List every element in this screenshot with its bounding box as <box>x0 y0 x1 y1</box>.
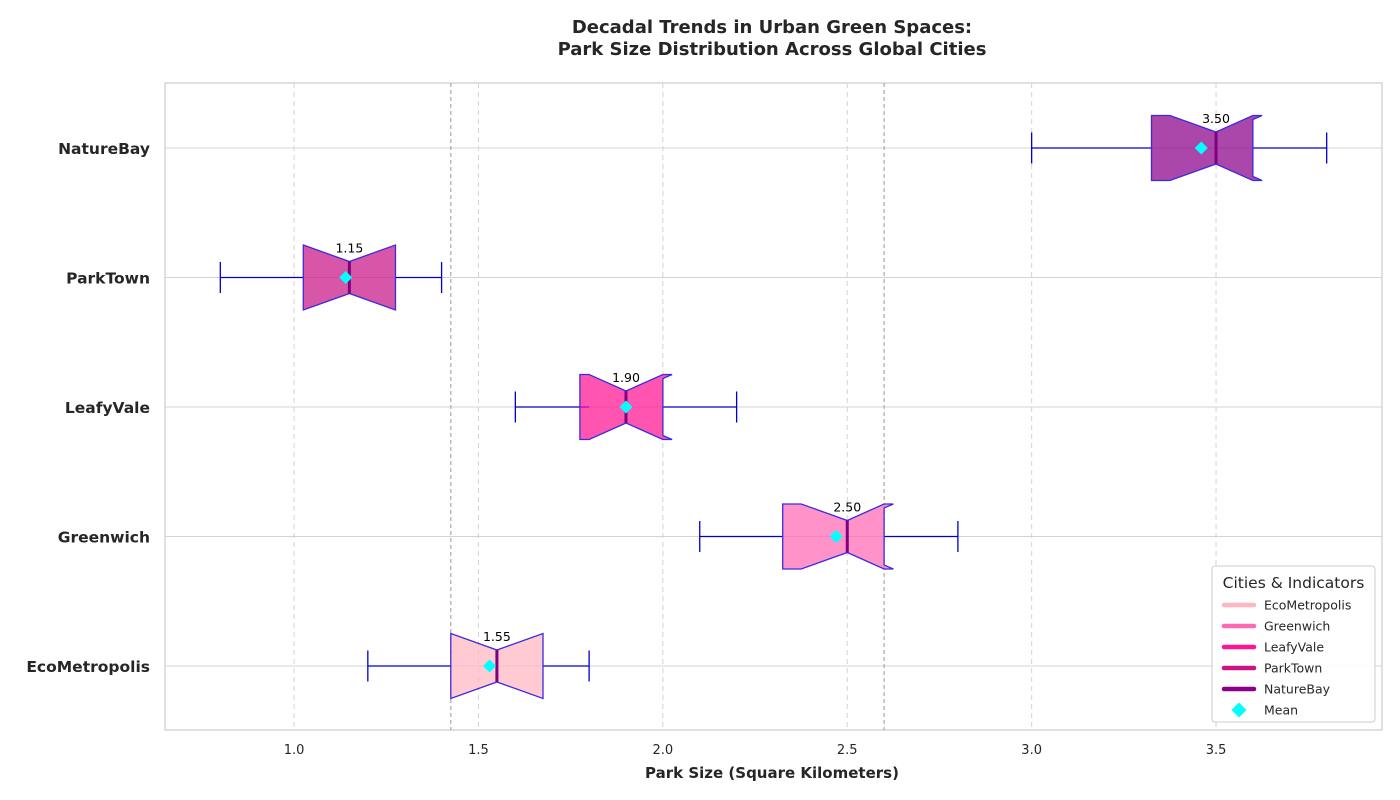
x-tick-label: 1.0 <box>284 743 305 758</box>
legend: Cities & Indicators EcoMetropolis Greenwic… <box>1211 565 1376 723</box>
median-label: 2.50 <box>833 500 861 515</box>
median-label: 1.15 <box>335 241 363 256</box>
box-parktown: 1.15 <box>219 241 443 311</box>
mean-marker <box>1194 141 1208 155</box>
legend-title: Cities & Indicators <box>1223 574 1365 592</box>
median-label: 1.55 <box>483 629 511 644</box>
legend-label: EcoMetropolis <box>1264 598 1351 613</box>
mean-marker <box>339 271 353 284</box>
y-tick-label: LeafyVale <box>65 399 150 417</box>
chart-title-line-1: Decadal Trends in Urban Green Spaces: <box>572 17 972 38</box>
y-tick-label: NatureBay <box>58 140 150 158</box>
legend-label: Greenwich <box>1264 619 1330 634</box>
y-tick-label: Greenwich <box>58 529 150 547</box>
mean-marker <box>829 530 843 543</box>
y-tick-label: ParkTown <box>66 270 150 288</box>
chart-title-line-2: Park Size Distribution Across Global Cit… <box>558 39 987 60</box>
legend-mean-swatch <box>1231 702 1247 718</box>
box-naturebay: 3.50 <box>1031 111 1328 182</box>
x-axis-label: Park Size (Square Kilometers) <box>645 764 899 782</box>
box-greenwich: 2.50 <box>699 500 959 570</box>
legend-label: LeafyVale <box>1264 640 1324 655</box>
mean-marker <box>619 400 633 414</box>
box-leafyvale: 1.90 <box>514 370 738 441</box>
mean-marker <box>483 659 497 673</box>
legend-label: Mean <box>1264 703 1298 718</box>
x-tick-label: 2.0 <box>653 743 674 758</box>
legend-label: ParkTown <box>1264 661 1322 676</box>
x-tick-label: 2.5 <box>837 743 858 758</box>
x-tick-label: 3.5 <box>1206 743 1227 758</box>
marks-layer: 1.55 2.50 1.90 1.15 3.50 Cities & Indicators E… <box>219 111 1376 723</box>
legend-label: NatureBay <box>1264 682 1331 697</box>
x-tick-label: 1.5 <box>468 743 489 758</box>
median-label: 3.50 <box>1202 111 1230 126</box>
median-label: 1.90 <box>612 370 640 385</box>
grid-layer: 1.0 1.5 2.0 2.5 3.0 3.5 EcoMetropolis Greenwich… <box>26 82 1383 758</box>
box-ecometropolis: 1.55 <box>367 629 590 700</box>
y-tick-label: EcoMetropolis <box>26 658 150 676</box>
x-tick-label: 3.0 <box>1021 743 1042 758</box>
